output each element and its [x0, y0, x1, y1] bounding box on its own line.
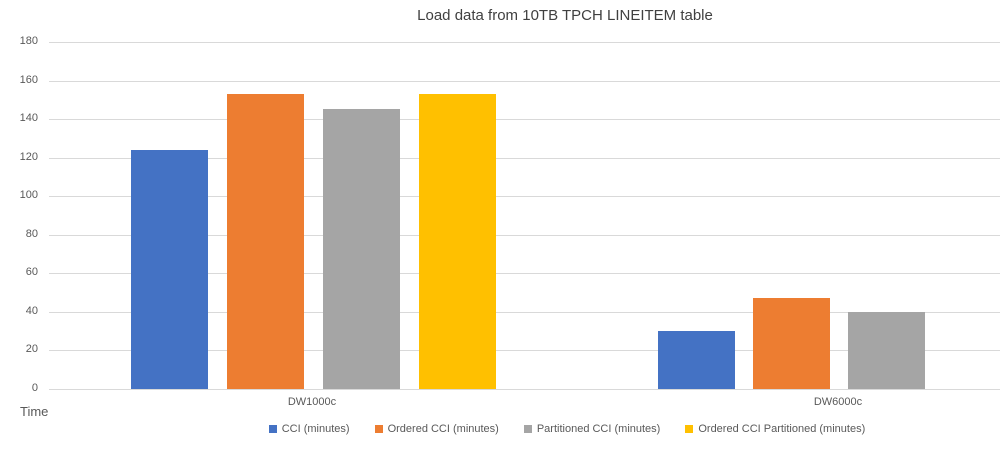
legend-item: Ordered CCI Partitioned (minutes) [685, 423, 865, 435]
gridline [49, 311, 1000, 313]
y-axis-tick-label: 180 [19, 35, 38, 47]
bar-DW1000c-series-1 [227, 94, 304, 389]
gridline [49, 273, 1000, 275]
y-axis-tick-label: 120 [19, 150, 38, 163]
legend-item: Ordered CCI (minutes) [374, 423, 499, 435]
y-axis-tick-label: 0 [31, 382, 38, 394]
legend-item: Partitioned CCI (minutes) [523, 423, 661, 435]
chart-title: Load data from 10TB TPCH LINEITEM table [417, 7, 713, 24]
x-axis-category-label: DW1000c [287, 396, 337, 408]
legend-item: CCI (minutes) [268, 423, 350, 435]
gridline [49, 119, 1000, 121]
legend-swatch-icon [523, 425, 532, 433]
bar-DW1000c-series-3 [419, 94, 496, 389]
gridline [49, 389, 1000, 390]
bar-DW1000c-series-2 [323, 109, 400, 389]
y-axis-title: Time [20, 404, 49, 419]
gridline [49, 157, 1000, 159]
bar-DW6000c-series-1 [753, 298, 830, 389]
gridline [49, 350, 1000, 352]
legend-swatch-icon [374, 425, 383, 433]
y-axis-tick-label: 80 [25, 227, 38, 240]
y-axis-tick-label: 40 [25, 304, 38, 317]
legend: CCI (minutes) Ordered CCI (minutes) Partit… [130, 423, 1004, 435]
bar-DW6000c-series-0 [658, 331, 735, 389]
y-axis-tick-label: 160 [19, 73, 38, 86]
legend-swatch-icon [268, 425, 277, 433]
y-axis-tick-label: 140 [19, 112, 38, 125]
legend-swatch-icon [685, 425, 694, 433]
legend-label: Ordered CCI (minutes) [387, 423, 499, 435]
bar-DW1000c-series-0 [131, 149, 208, 389]
gridline [49, 234, 1000, 236]
x-axis-category-label: DW6000c [813, 396, 863, 408]
legend-label: CCI (minutes) [281, 423, 350, 435]
gridline [49, 80, 1000, 82]
legend-label: Partitioned CCI (minutes) [536, 423, 661, 435]
legend-label: Ordered CCI Partitioned (minutes) [698, 423, 866, 435]
y-axis-tick-label: 20 [25, 343, 38, 356]
y-axis-tick-label: 100 [19, 189, 38, 202]
gridline [49, 196, 1000, 198]
gridline [49, 42, 1000, 43]
bar-DW6000c-series-2 [848, 311, 925, 389]
y-axis-tick-label: 60 [25, 266, 38, 279]
